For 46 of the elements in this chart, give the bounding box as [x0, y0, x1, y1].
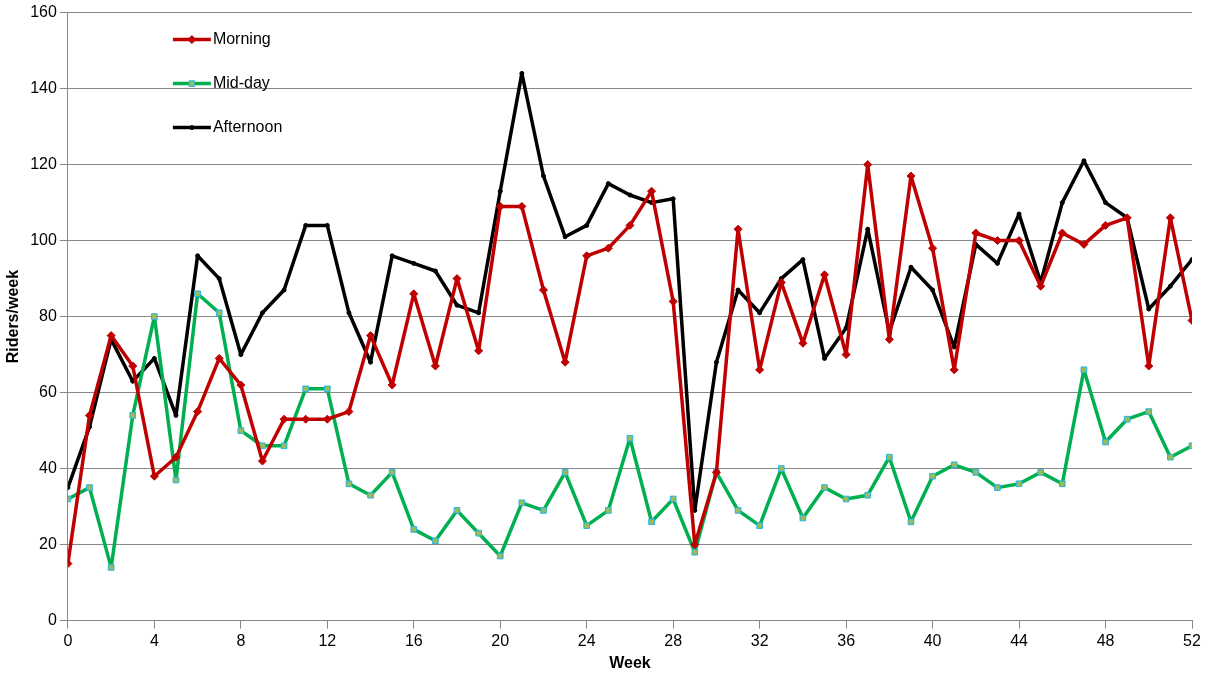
y-tick-label: 40 [39, 459, 57, 477]
point [149, 471, 159, 481]
legend-label: Afternoon [212, 118, 283, 136]
point [1057, 228, 1067, 238]
x-tick-label: 36 [837, 631, 856, 649]
point [344, 407, 354, 417]
point [128, 361, 138, 371]
y-tick-label: 0 [47, 611, 57, 629]
y-tick-label: 80 [39, 307, 57, 325]
y-axis-title: Riders/week [4, 269, 22, 364]
point [625, 220, 635, 230]
point [171, 452, 181, 462]
point [582, 251, 592, 261]
x-tick-label: 0 [63, 631, 73, 649]
point [85, 410, 95, 420]
y-tick-label: 100 [30, 231, 57, 249]
x-tick-label: 20 [491, 631, 510, 649]
x-tick-label: 12 [318, 631, 337, 649]
legend-label: Morning [212, 30, 271, 48]
x-tick-label: 16 [404, 631, 423, 649]
x-tick-label: 24 [577, 631, 596, 649]
point [214, 353, 224, 363]
legend-label: Mid-day [212, 74, 270, 92]
x-tick-label: 4 [149, 631, 159, 649]
point [1101, 220, 1111, 230]
point [603, 243, 613, 253]
point [236, 380, 246, 390]
point [193, 407, 203, 417]
x-tick-label: 40 [923, 631, 942, 649]
x-tick-label: 44 [1010, 631, 1029, 649]
y-tick-label: 60 [39, 383, 57, 401]
point [106, 331, 116, 341]
point [538, 285, 548, 295]
x-axis-title: Week [609, 653, 651, 671]
y-tick-label: 20 [39, 535, 57, 553]
x-tick-label: 8 [236, 631, 246, 649]
y-tick-label: 120 [30, 155, 57, 173]
x-tick-label: 32 [750, 631, 769, 649]
point [928, 243, 938, 253]
x-tick-label: 48 [1096, 631, 1115, 649]
x-tick-label: 52 [1183, 631, 1201, 649]
y-tick-label: 160 [30, 3, 57, 21]
y-tick-label: 140 [30, 79, 57, 97]
point [992, 236, 1002, 246]
x-tick-label: 28 [664, 631, 683, 649]
point [1079, 239, 1089, 249]
